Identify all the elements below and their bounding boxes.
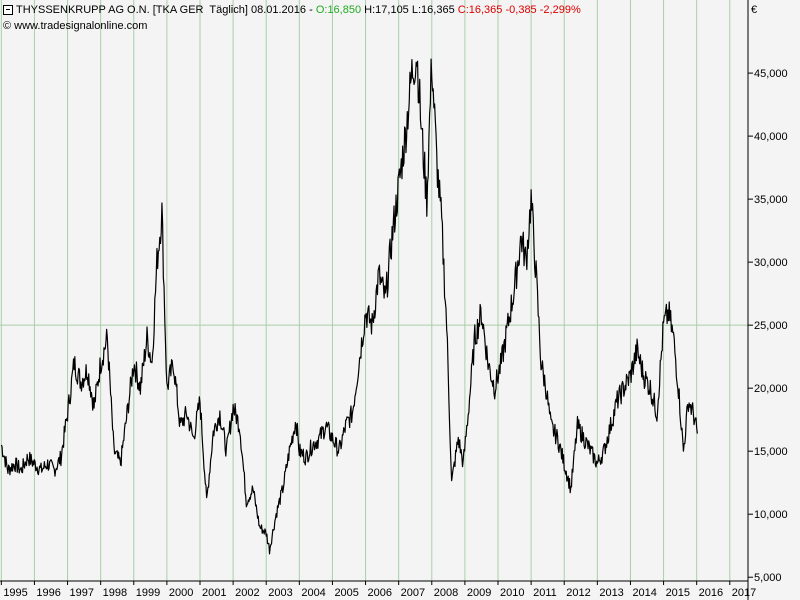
y-tick-label: 20,000 bbox=[754, 383, 788, 395]
y-tick-label: 5,000 bbox=[754, 572, 782, 584]
x-tick-label: 1999 bbox=[136, 587, 160, 599]
close-value: 16,365 bbox=[468, 4, 503, 16]
y-tick-label: 35,000 bbox=[754, 194, 788, 206]
x-tick-label: 2008 bbox=[434, 587, 458, 599]
low-value: L:16,365 bbox=[411, 4, 455, 16]
change-percent: -2,299% bbox=[539, 4, 581, 16]
currency-symbol: € bbox=[751, 4, 758, 16]
price-series bbox=[0, 58, 698, 555]
x-tick-label: 2014 bbox=[632, 587, 656, 599]
instrument-name: THYSSENKRUPP AG O.N. bbox=[16, 4, 150, 16]
x-tick-label: 2013 bbox=[599, 587, 623, 599]
y-tick-label: 15,000 bbox=[754, 446, 788, 458]
quote-date: 08.01.2016 bbox=[250, 4, 307, 16]
high-value: H:17,105 bbox=[364, 4, 409, 16]
x-tick-label: 1998 bbox=[103, 587, 127, 599]
y-tick-label: 25,000 bbox=[754, 320, 788, 332]
x-tick-label: 2000 bbox=[169, 587, 193, 599]
x-tick-label: 2009 bbox=[467, 587, 491, 599]
x-tick-label: 2003 bbox=[268, 587, 292, 599]
x-tick-label: 2007 bbox=[401, 587, 425, 599]
change-value: -0,385 bbox=[505, 4, 537, 16]
price-line bbox=[0, 58, 698, 555]
collapse-box-icon[interactable] bbox=[3, 5, 13, 15]
chart-header: THYSSENKRUPP AG O.N. [TKA GER Täglich] 0… bbox=[3, 4, 581, 16]
x-tick-label: 2010 bbox=[500, 587, 524, 599]
y-tick-label: 10,000 bbox=[754, 509, 788, 521]
x-tick-label: 2006 bbox=[368, 587, 392, 599]
copyright-notice: © www.tradesignalonline.com bbox=[3, 20, 148, 32]
y-tick-label: 45,000 bbox=[754, 68, 788, 80]
x-tick-label: 2012 bbox=[566, 587, 590, 599]
plot-background bbox=[0, 0, 748, 581]
instrument-tag: [TKA GER Täglich] bbox=[152, 4, 248, 16]
x-tick-label: 1997 bbox=[70, 587, 94, 599]
y-tick-label: 40,000 bbox=[754, 131, 788, 143]
x-tick-label: 2017 bbox=[732, 587, 756, 599]
x-axis-ticks: 1995 1996 1997 1998 1999 2000 2001 2002 2003 2004… bbox=[0, 581, 756, 599]
x-tick-label: 2016 bbox=[699, 587, 723, 599]
x-tick-label: 2005 bbox=[334, 587, 358, 599]
open-value: 16,850 bbox=[327, 4, 362, 16]
x-tick-label: 1996 bbox=[36, 587, 60, 599]
x-tick-label: 2001 bbox=[202, 587, 226, 599]
x-tick-label: 2004 bbox=[301, 587, 325, 599]
vertical-gridlines bbox=[0, 0, 731, 581]
y-axis-ticks: 5,000 10,000 15,000 20,000 25,000 30,000 35,00… bbox=[748, 68, 788, 584]
close-label: C: bbox=[457, 4, 469, 16]
x-tick-label: 2011 bbox=[533, 587, 557, 599]
x-tick-label: 1995 bbox=[3, 587, 27, 599]
x-tick-label: 2015 bbox=[666, 587, 690, 599]
y-tick-label: 30,000 bbox=[754, 257, 788, 269]
x-tick-label: 2002 bbox=[235, 587, 259, 599]
open-label: O: bbox=[315, 4, 328, 16]
